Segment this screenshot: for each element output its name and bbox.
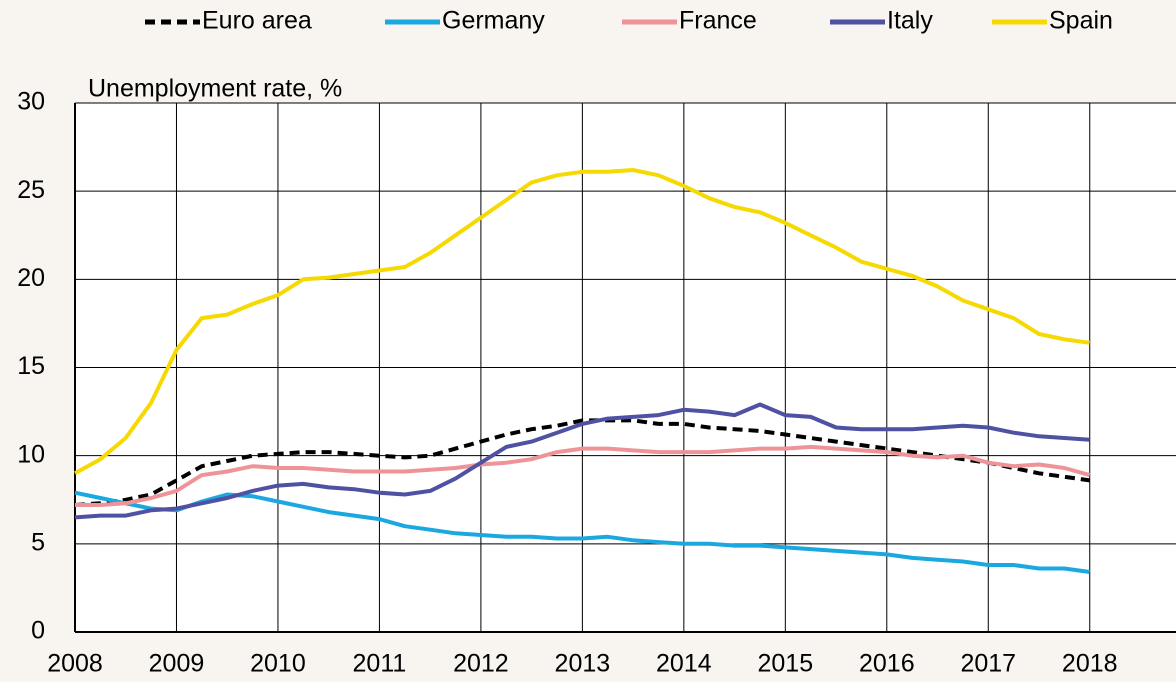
x-tick-label: 2011 xyxy=(353,650,407,678)
x-tick-label: 2014 xyxy=(656,650,712,678)
x-tick-label: 2018 xyxy=(1062,650,1118,678)
x-tick-label: 2017 xyxy=(960,650,1016,678)
x-tick-label: 2016 xyxy=(859,650,915,678)
x-tick-label: 2015 xyxy=(758,650,814,678)
series-line xyxy=(75,444,1091,507)
x-tick-label: 2009 xyxy=(149,650,205,678)
legend-label: Germany xyxy=(442,7,545,35)
y-axis-label: Unemployment rate, % xyxy=(88,75,342,103)
legend-label: Italy xyxy=(887,7,933,35)
y-tick-label: 15 xyxy=(17,352,45,380)
x-tick-label: 2008 xyxy=(47,650,103,678)
x-tick-label: 2010 xyxy=(250,650,306,678)
y-tick-label: 30 xyxy=(17,88,45,116)
y-tick-label: 5 xyxy=(31,528,45,556)
series-line xyxy=(74,168,1090,476)
y-tick-label: 25 xyxy=(17,176,45,204)
legend-label: Euro area xyxy=(202,7,312,35)
legend-label: France xyxy=(679,7,757,35)
x-tick-label: 2013 xyxy=(555,650,611,678)
series-line xyxy=(74,418,1090,507)
y-tick-label: 10 xyxy=(17,440,45,468)
y-tick-label: 20 xyxy=(17,264,45,292)
legend-label: Spain xyxy=(1049,7,1113,35)
x-tick-label: 2012 xyxy=(453,650,509,678)
series-line xyxy=(74,490,1090,574)
y-tick-label: 0 xyxy=(31,617,45,645)
series-line xyxy=(74,402,1090,520)
